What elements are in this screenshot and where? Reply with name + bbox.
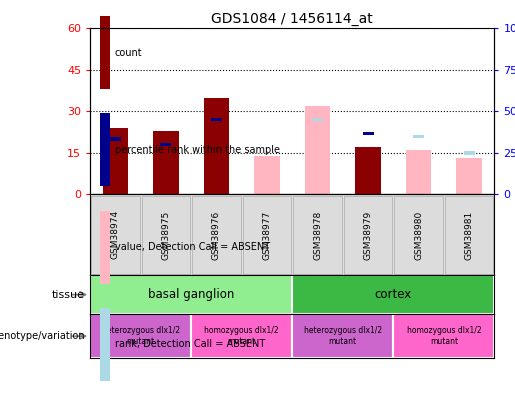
Text: GSM38977: GSM38977 — [263, 210, 271, 260]
Bar — [191, 314, 293, 358]
Text: GSM38974: GSM38974 — [111, 210, 120, 260]
Bar — [344, 196, 392, 274]
Bar — [456, 158, 482, 194]
Bar — [90, 314, 191, 358]
Bar — [393, 314, 494, 358]
Bar — [110, 137, 121, 141]
Text: genotype/variation: genotype/variation — [0, 331, 85, 341]
Title: GDS1084 / 1456114_at: GDS1084 / 1456114_at — [211, 12, 373, 26]
Text: GSM38980: GSM38980 — [414, 210, 423, 260]
Bar — [100, 113, 110, 186]
Bar — [192, 196, 241, 274]
Text: homozygous dlx1/2
mutant: homozygous dlx1/2 mutant — [204, 326, 279, 346]
Text: count: count — [115, 48, 143, 58]
Bar — [445, 196, 493, 274]
Bar — [91, 196, 140, 274]
Text: GSM38975: GSM38975 — [161, 210, 170, 260]
Text: percentile rank within the sample: percentile rank within the sample — [115, 145, 280, 155]
Bar — [142, 196, 190, 274]
Bar — [100, 16, 110, 89]
Bar — [305, 106, 330, 194]
Bar — [243, 196, 291, 274]
Bar — [160, 143, 171, 146]
Text: heterozygous dlx1/2
mutant: heterozygous dlx1/2 mutant — [304, 326, 382, 346]
Bar — [100, 308, 110, 381]
Bar — [355, 147, 381, 194]
Bar — [293, 275, 494, 314]
Text: GSM38978: GSM38978 — [313, 210, 322, 260]
Bar — [394, 196, 443, 274]
Bar — [293, 314, 393, 358]
Bar — [90, 275, 293, 314]
Bar — [312, 118, 323, 122]
Bar — [363, 132, 373, 135]
Bar — [153, 131, 179, 194]
Text: GSM38979: GSM38979 — [364, 210, 372, 260]
Bar — [204, 98, 229, 194]
Text: value, Detection Call = ABSENT: value, Detection Call = ABSENT — [115, 242, 270, 252]
Text: GSM38976: GSM38976 — [212, 210, 221, 260]
Bar — [103, 128, 128, 194]
Bar — [406, 150, 431, 194]
Bar — [413, 134, 424, 138]
Bar — [464, 151, 475, 155]
Text: basal ganglion: basal ganglion — [148, 288, 234, 301]
Bar — [254, 156, 280, 194]
Text: heterozygous dlx1/2
mutant: heterozygous dlx1/2 mutant — [101, 326, 180, 346]
Text: cortex: cortex — [375, 288, 412, 301]
Text: homozygous dlx1/2
mutant: homozygous dlx1/2 mutant — [406, 326, 481, 346]
Bar — [293, 196, 342, 274]
Text: GSM38981: GSM38981 — [465, 210, 474, 260]
Text: tissue: tissue — [52, 290, 85, 300]
Bar — [100, 211, 110, 284]
Bar — [211, 118, 222, 122]
Text: rank, Detection Call = ABSENT: rank, Detection Call = ABSENT — [115, 339, 265, 349]
